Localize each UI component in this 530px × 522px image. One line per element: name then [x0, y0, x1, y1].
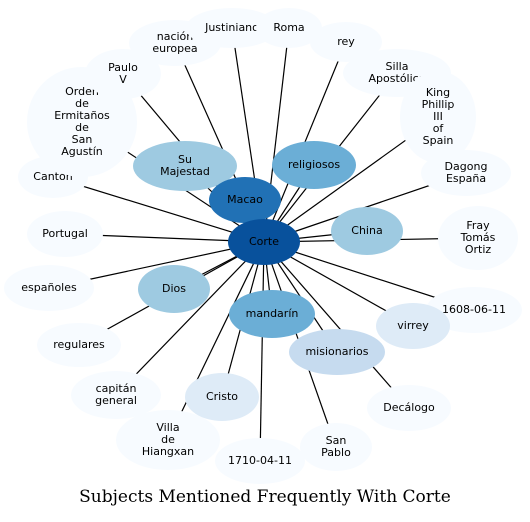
node-cristo: Cristo	[185, 373, 259, 421]
node-1710-04-11-shape	[215, 438, 305, 484]
node-regulares-shape	[37, 323, 121, 367]
node-silla-apostolica-label: Silla Apostólica	[369, 60, 426, 85]
node-virrey: virrey	[376, 303, 450, 349]
node-decalogo-shape	[367, 385, 451, 431]
node-dios-shape	[138, 265, 210, 313]
node-misionarios: misionarios	[289, 329, 385, 375]
node-corte-center-label: Corte	[249, 235, 279, 248]
node-king-phillip-iii-of-spain-shape	[400, 71, 476, 163]
node-orden-de-ermitanos-de-san-agustin-label: Orden de Ermitaños de San Agustín	[54, 85, 110, 158]
node-espanoles-shape	[4, 265, 94, 311]
node-cristo-label: Cristo	[206, 390, 238, 403]
node-fray-tomas-ortiz-shape	[438, 206, 518, 270]
node-regulares-label: regulares	[53, 338, 105, 351]
node-mandarin: mandarín	[229, 290, 315, 338]
node-portugal-shape	[27, 211, 103, 257]
node-1608-06-11-label: 1608-06-11	[442, 303, 506, 316]
node-corte-center: Corte	[228, 219, 300, 265]
node-virrey-shape	[376, 303, 450, 349]
node-fray-tomas-ortiz-label: Fray Tomás Ortiz	[460, 219, 496, 256]
node-decalogo: Decálogo	[367, 385, 451, 431]
node-religiosos: religiosos	[272, 141, 356, 189]
node-macao-label: Macao	[227, 193, 263, 206]
node-macao-shape	[209, 177, 281, 223]
node-1710-04-11: 1710-04-11	[215, 438, 305, 484]
node-capitan-general-shape	[71, 371, 161, 419]
node-roma-shape	[256, 8, 322, 48]
node-misionarios-label: misionarios	[305, 345, 368, 358]
node-san-pablo: San Pablo	[300, 423, 372, 471]
node-villa-de-hiangxan-label: Villa de Hiangxan	[142, 421, 194, 458]
node-paulo-v: Paulo V	[85, 49, 161, 99]
node-macao: Macao	[209, 177, 281, 223]
node-nacion-europea-label: nación europea	[152, 30, 197, 55]
edge-corte-villa-de-hiangxan	[167, 241, 265, 441]
node-espanoles: españoles	[4, 265, 94, 311]
node-china-label: China	[351, 224, 382, 237]
node-san-pablo-shape	[300, 423, 372, 471]
node-espanoles-label: españoles	[21, 281, 77, 294]
node-china: China	[331, 207, 403, 255]
node-1608-06-11: 1608-06-11	[426, 287, 522, 333]
node-mandarin-shape	[229, 290, 315, 338]
node-villa-de-hiangxan-shape	[116, 410, 220, 470]
node-fray-tomas-ortiz: Fray Tomás Ortiz	[438, 206, 518, 270]
node-justiniano: Justiniano	[186, 8, 278, 48]
edge-corte-1710-04-11	[259, 241, 265, 462]
node-san-pablo-label: San Pablo	[321, 434, 351, 459]
graph-nodes: nación europea Justiniano Roma rey Silla Apost…	[4, 8, 522, 484]
node-king-phillip-iii-of-spain: King Phillip III of Spain	[400, 71, 476, 163]
node-king-phillip-iii-of-spain-label: King Phillip III of Spain	[422, 86, 455, 147]
node-dagong-espana-label: Dagong España	[445, 160, 488, 185]
node-roma-label: Roma	[273, 21, 304, 34]
node-su-majestad-shape	[133, 141, 237, 191]
node-mandarin-label: mandarín	[246, 307, 299, 320]
edge-corte-capitan-general	[115, 241, 265, 396]
node-capitan-general: capitán general	[71, 371, 161, 419]
node-paulo-v-shape	[85, 49, 161, 99]
node-capitan-general-label: capitán general	[95, 382, 137, 407]
node-religiosos-label: religiosos	[288, 158, 340, 171]
node-1710-04-11-label: 1710-04-11	[228, 454, 292, 467]
node-dagong-espana-shape	[421, 150, 511, 196]
edge-corte-canton	[52, 176, 265, 243]
node-cristo-shape	[185, 373, 259, 421]
node-justiniano-label: Justiniano	[204, 21, 259, 34]
node-paulo-v-label: Paulo V	[108, 61, 138, 86]
node-rey-shape	[310, 22, 382, 62]
node-su-majestad: Su Majestad	[133, 141, 237, 191]
node-portugal: Portugal	[27, 211, 103, 257]
node-justiniano-shape	[186, 8, 278, 48]
node-dagong-espana: Dagong España	[421, 150, 511, 196]
chart-title: Subjects Mentioned Frequently With Corte	[79, 487, 451, 507]
node-dios: Dios	[138, 265, 210, 313]
node-su-majestad-label: Su Majestad	[160, 153, 210, 178]
node-misionarios-shape	[289, 329, 385, 375]
node-religiosos-shape	[272, 141, 356, 189]
node-dios-label: Dios	[162, 282, 186, 295]
node-virrey-label: virrey	[397, 319, 429, 332]
node-corte-center-shape	[228, 219, 300, 265]
node-rey-label: rey	[337, 35, 355, 48]
node-rey: rey	[310, 22, 382, 62]
node-decalogo-label: Decálogo	[383, 401, 435, 414]
node-regulares: regulares	[37, 323, 121, 367]
edge-corte-decalogo	[263, 241, 410, 409]
node-china-shape	[331, 207, 403, 255]
node-roma: Roma	[256, 8, 322, 48]
node-portugal-label: Portugal	[42, 227, 88, 240]
node-villa-de-hiangxan: Villa de Hiangxan	[116, 410, 220, 470]
node-1608-06-11-shape	[426, 287, 522, 333]
